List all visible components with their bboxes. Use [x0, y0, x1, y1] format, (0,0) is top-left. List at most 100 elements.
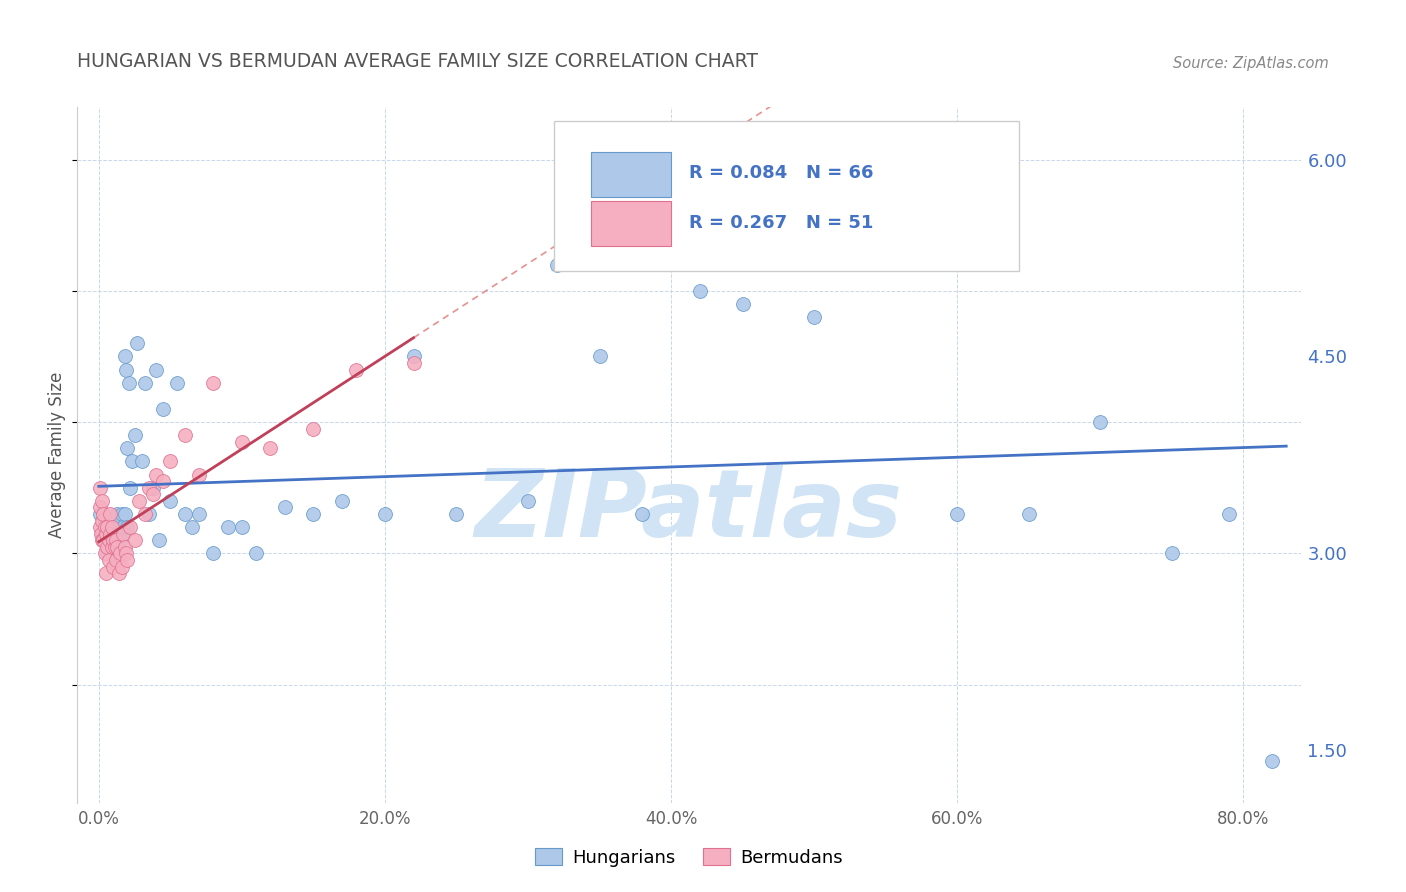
Point	[231, 434, 253, 449]
FancyBboxPatch shape	[591, 201, 671, 246]
Point	[104, 533, 127, 548]
Point	[90, 514, 112, 528]
Point	[98, 507, 121, 521]
Point	[202, 376, 225, 390]
Point	[91, 507, 114, 521]
Point	[127, 336, 149, 351]
Point	[1261, 754, 1284, 768]
FancyBboxPatch shape	[591, 153, 671, 197]
Point	[231, 520, 253, 534]
Point	[159, 494, 181, 508]
Point	[96, 546, 118, 560]
Point	[173, 507, 195, 521]
Point	[302, 507, 325, 521]
Point	[101, 526, 124, 541]
Point	[105, 540, 128, 554]
Point	[93, 533, 115, 548]
Point	[134, 507, 156, 521]
Point	[152, 474, 174, 488]
Point	[402, 350, 425, 364]
Y-axis label: Average Family Size: Average Family Size	[48, 372, 66, 538]
Point	[101, 533, 124, 548]
Point	[90, 533, 112, 548]
Point	[89, 481, 111, 495]
Point	[159, 454, 181, 468]
Point	[187, 507, 209, 521]
Point	[875, 166, 897, 180]
Point	[91, 494, 114, 508]
Point	[112, 526, 135, 541]
Point	[89, 500, 111, 515]
Point	[103, 540, 125, 554]
Point	[105, 520, 128, 534]
Point	[131, 454, 153, 468]
Point	[374, 507, 396, 521]
Point	[104, 533, 127, 548]
Point	[302, 422, 325, 436]
Point	[96, 520, 118, 534]
Point	[946, 507, 969, 521]
Point	[166, 376, 188, 390]
Point	[91, 533, 114, 548]
Point	[114, 540, 136, 554]
Point	[110, 533, 132, 548]
Point	[173, 428, 195, 442]
Point	[148, 533, 170, 548]
Point	[631, 507, 654, 521]
Point	[330, 494, 353, 508]
Point	[115, 546, 138, 560]
Point	[98, 520, 121, 534]
Point	[259, 442, 281, 456]
Point	[121, 454, 143, 468]
Point	[111, 559, 134, 574]
Point	[517, 494, 540, 508]
Point	[803, 310, 825, 324]
Point	[100, 540, 122, 554]
Point	[142, 487, 165, 501]
Point	[115, 362, 138, 376]
Point	[94, 520, 117, 534]
Point	[97, 533, 120, 548]
Point	[108, 526, 131, 541]
Point	[114, 350, 136, 364]
Point	[96, 540, 118, 554]
Point	[145, 467, 167, 482]
Point	[89, 507, 111, 521]
Point	[1218, 507, 1240, 521]
Point	[446, 507, 468, 521]
Point	[103, 520, 125, 534]
Point	[731, 297, 754, 311]
Point	[111, 507, 134, 521]
Point	[187, 467, 209, 482]
Point	[402, 356, 425, 370]
Point	[97, 553, 120, 567]
Point	[142, 481, 165, 495]
Point	[101, 559, 124, 574]
Point	[180, 520, 202, 534]
Point	[90, 526, 112, 541]
Point	[111, 526, 134, 541]
Point	[217, 520, 239, 534]
Point	[90, 526, 112, 541]
Point	[1018, 507, 1040, 521]
Point	[114, 507, 136, 521]
Point	[108, 566, 131, 580]
Point	[120, 520, 142, 534]
Point	[138, 507, 160, 521]
Point	[128, 494, 150, 508]
Text: HUNGARIAN VS BERMUDAN AVERAGE FAMILY SIZE CORRELATION CHART: HUNGARIAN VS BERMUDAN AVERAGE FAMILY SIZ…	[77, 53, 758, 71]
Point	[1090, 415, 1112, 429]
Point	[104, 553, 127, 567]
Point	[93, 546, 115, 560]
Point	[110, 514, 132, 528]
Point	[100, 520, 122, 534]
Point	[98, 526, 121, 541]
Point	[117, 553, 139, 567]
Point	[91, 514, 114, 528]
Point	[110, 546, 132, 560]
Point	[245, 546, 267, 560]
Point	[89, 520, 111, 534]
Point	[97, 533, 120, 548]
Text: ZIPatlas: ZIPatlas	[475, 465, 903, 557]
Point	[1160, 546, 1182, 560]
